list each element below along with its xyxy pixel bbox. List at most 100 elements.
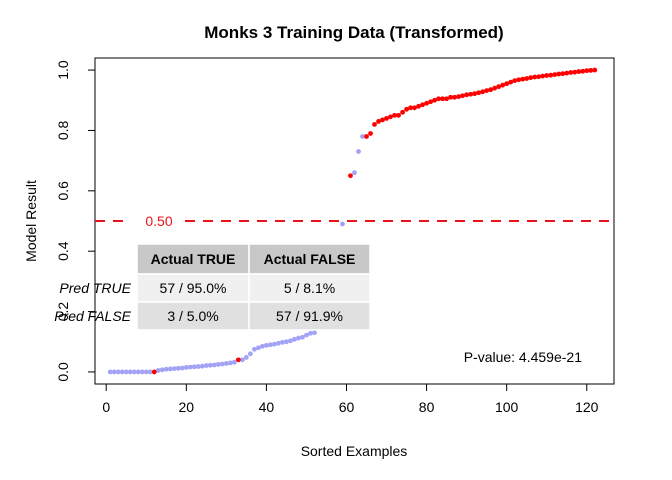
point-actual-false: [191, 364, 197, 370]
point-actual-true: [592, 67, 598, 73]
point-actual-false: [131, 369, 137, 375]
point-actual-false: [219, 361, 225, 367]
point-actual-true: [464, 92, 470, 98]
point-actual-true: [404, 106, 409, 112]
point-actual-true: [364, 134, 369, 139]
point-actual-true: [584, 68, 590, 74]
point-actual-false: [255, 345, 261, 351]
point-actual-true: [512, 78, 518, 84]
y-axis-label: Model Result: [23, 180, 39, 262]
table-cell-bg: [136, 273, 250, 303]
point-actual-false: [107, 369, 113, 375]
point-actual-false: [159, 367, 165, 373]
y-tick-label: 0.4: [55, 241, 71, 261]
point-actual-false: [155, 368, 161, 373]
point-actual-true: [235, 357, 241, 363]
point-actual-false: [276, 340, 281, 346]
data-points: [107, 67, 598, 375]
point-actual-true: [580, 68, 586, 74]
point-actual-true: [384, 115, 389, 121]
table-cell: 57 / 91.9%: [276, 308, 343, 324]
point-actual-false: [171, 366, 177, 372]
point-actual-true: [380, 117, 385, 123]
point-actual-true: [440, 96, 446, 102]
confusion-table: Actual TRUE Actual FALSE Pred TRUE 57 / 95.…: [54, 243, 371, 331]
point-actual-false: [268, 342, 273, 348]
point-actual-true: [396, 112, 401, 118]
x-tick-label: 40: [259, 399, 275, 415]
point-actual-false: [259, 343, 265, 349]
point-actual-true: [588, 67, 594, 73]
y-tick-label: 0.6: [55, 181, 71, 201]
table-col-header: Actual TRUE: [151, 251, 236, 267]
y-tick-label: 0.2: [55, 302, 71, 322]
table-cell-bg: [136, 301, 250, 331]
point-actual-true: [448, 94, 454, 100]
point-actual-true: [436, 96, 441, 102]
p-value-label: P-value: 4.459e-21: [464, 349, 583, 365]
y-tick-label: 0.0: [55, 362, 71, 382]
point-actual-true: [372, 122, 377, 127]
point-actual-true: [544, 73, 550, 78]
point-actual-false: [111, 369, 117, 375]
x-tick-label: 80: [419, 399, 435, 415]
point-actual-false: [223, 361, 229, 366]
point-actual-false: [123, 369, 129, 375]
point-actual-true: [376, 118, 381, 124]
threshold-label-bg: [128, 211, 182, 231]
x-tick-label: 100: [495, 399, 519, 415]
point-actual-false: [207, 362, 213, 368]
point-actual-false: [251, 346, 257, 352]
point-actual-true: [568, 70, 574, 75]
point-actual-false: [143, 369, 149, 375]
point-actual-false: [243, 355, 249, 360]
point-actual-true: [528, 75, 534, 81]
point-actual-true: [560, 71, 566, 77]
point-actual-true: [572, 69, 578, 75]
point-actual-true: [504, 81, 510, 87]
point-actual-true: [432, 97, 437, 103]
point-actual-true: [456, 94, 462, 100]
point-actual-true: [472, 91, 478, 97]
point-actual-true: [444, 96, 450, 102]
point-actual-true: [520, 76, 526, 82]
point-actual-true: [524, 76, 530, 81]
point-actual-false: [356, 149, 361, 154]
point-actual-false: [360, 134, 365, 139]
table-cell: 57 / 95.0%: [160, 280, 227, 296]
y-axis: 0.0 0.2 0.4 0.6 0.8 1.0: [55, 60, 96, 382]
point-actual-false: [147, 369, 153, 375]
point-actual-true: [428, 99, 433, 105]
y-tick-label: 0.8: [55, 121, 71, 141]
point-actual-true: [400, 109, 405, 115]
y-tick-label: 1.0: [55, 60, 71, 80]
x-tick-label: 20: [179, 399, 195, 415]
x-axis-label: Sorted Examples: [301, 443, 408, 459]
point-actual-false: [352, 170, 357, 176]
x-axis: 0 20 40 60 80 100 120: [102, 383, 599, 415]
point-actual-false: [231, 359, 237, 365]
point-actual-false: [179, 365, 185, 371]
table-cell: 3 / 5.0%: [167, 308, 218, 324]
point-actual-false: [296, 335, 301, 341]
point-actual-false: [199, 363, 205, 369]
threshold-label: 0.50: [145, 213, 172, 229]
x-tick-label: 120: [575, 399, 599, 415]
table-row-label: Pred FALSE: [54, 308, 131, 324]
point-actual-true: [452, 94, 458, 100]
chart-title: Monks 3 Training Data (Transformed): [204, 23, 503, 42]
point-actual-true: [412, 105, 417, 111]
point-actual-false: [308, 330, 313, 336]
point-actual-false: [312, 330, 317, 336]
point-actual-false: [127, 369, 133, 375]
point-actual-false: [139, 369, 145, 375]
point-actual-false: [292, 336, 297, 342]
point-actual-true: [420, 102, 425, 108]
point-actual-true: [576, 69, 582, 74]
point-actual-true: [460, 93, 466, 99]
table-cell: 5 / 8.1%: [284, 280, 335, 296]
point-actual-false: [280, 339, 285, 345]
point-actual-false: [239, 357, 245, 363]
point-actual-true: [516, 77, 522, 83]
point-actual-false: [135, 369, 141, 375]
